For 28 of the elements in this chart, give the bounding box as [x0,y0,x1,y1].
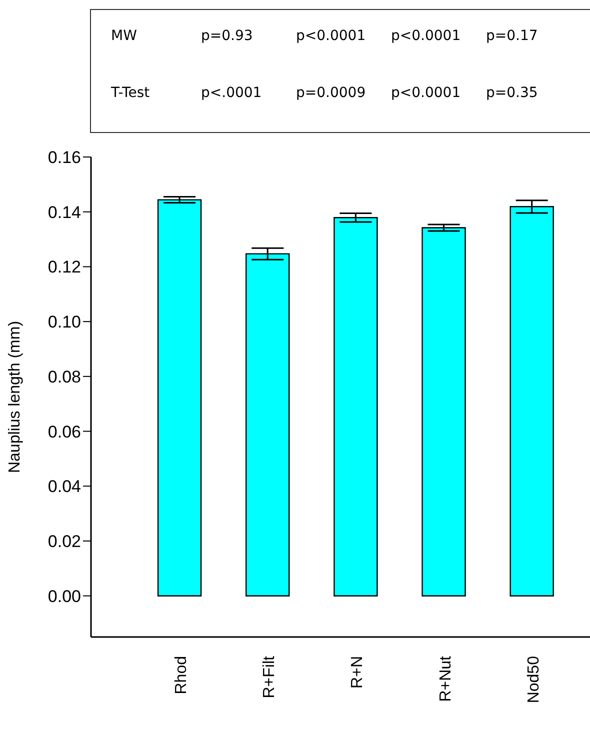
y-tick-label: 0.08 [48,367,81,386]
y-axis-title: Nauplius length (mm) [6,320,24,474]
y-tick-label: 0.10 [48,312,81,332]
bar [157,199,202,596]
bar [334,217,378,596]
y-tick-label: 0.06 [48,422,81,442]
x-tick-label: Nod50 [525,656,542,704]
y-tick-label: 0.02 [48,532,81,552]
x-tick-label: R+Filt [261,655,278,698]
y-tick-label: 0.14 [48,202,81,222]
text: p=0.17 [486,28,538,44]
text: p=0.93 [201,28,253,44]
y-tick-label: 0.04 [48,477,81,496]
y-tick-label: 0.00 [48,586,81,606]
text: p<0.0001 [296,28,366,44]
text: p<.0001 [201,85,262,101]
text: p=0.35 [486,85,538,101]
text: T-Test [111,85,150,101]
text: p=0.0009 [296,85,366,101]
text: p<0.0001 [391,85,461,101]
y-tick-label: 0.12 [48,258,81,277]
x-tick-label: R+Nut [437,655,454,702]
y-tick-label: 0.16 [48,148,81,168]
x-tick-label: R+N [349,656,366,688]
x-tick-label: Rhod [173,656,190,694]
text: p<0.0001 [391,28,461,44]
bar [422,227,466,596]
text: MW [111,28,137,44]
